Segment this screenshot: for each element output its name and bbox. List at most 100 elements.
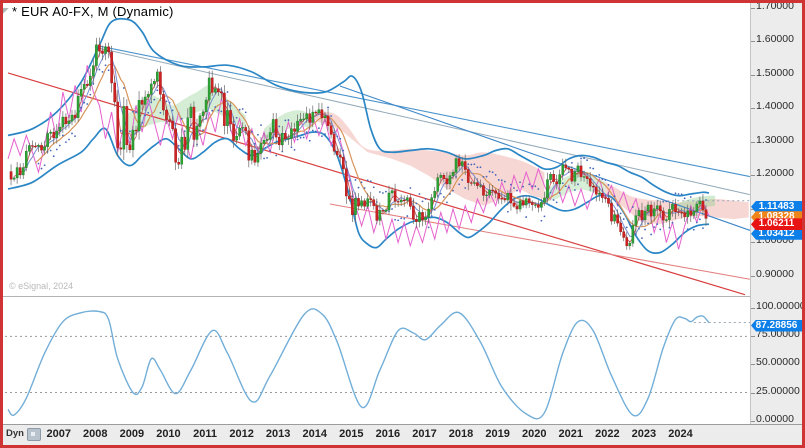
candle-body (156, 71, 159, 82)
sar-dot (628, 223, 631, 226)
year-label-2015[interactable]: 2015 (339, 428, 364, 440)
candle-body (573, 171, 577, 182)
sar-dot (622, 218, 625, 220)
sar-dot (555, 201, 558, 204)
sar-dot (360, 181, 363, 184)
sar-dot (354, 179, 357, 181)
time-axis[interactable]: Dyn 2007 2008 2009 2010 2011 2012 2013 2014 2015… (3, 425, 802, 445)
candle-body (341, 156, 345, 170)
candle-body (232, 123, 235, 141)
candle-body (159, 71, 162, 95)
year-label-2016[interactable]: 2016 (375, 428, 401, 440)
price-axis[interactable]: 1.70000 1.60000 1.50000 1.40000 1.30000 1.200… (751, 0, 805, 425)
lower-trend-line[interactable] (329, 203, 750, 280)
candle-body (640, 210, 644, 220)
panel-divider (3, 296, 751, 297)
year-label-2017[interactable]: 2017 (412, 428, 437, 440)
sar-dot (324, 133, 326, 136)
candle-body (268, 132, 272, 140)
year-label-2020[interactable]: 2020 (521, 428, 547, 440)
year-label-2014[interactable]: 2014 (302, 428, 327, 440)
fan-line-2[interactable] (97, 47, 750, 196)
year-label-2011[interactable]: 2011 (193, 428, 217, 440)
year-label-2019[interactable]: 2019 (485, 428, 510, 440)
year-label-2021[interactable]: 2021 (558, 428, 584, 440)
candle-body (619, 222, 622, 232)
candle-body (207, 77, 211, 101)
sar-dot (104, 64, 107, 67)
candle-body (274, 119, 278, 138)
price-label-1.40000-tick (751, 108, 755, 110)
sar-dot (83, 101, 86, 104)
year-label-2022[interactable]: 2022 (595, 428, 620, 440)
sar-dot (40, 167, 43, 170)
candle-body (223, 92, 226, 126)
sar-dot (488, 170, 491, 173)
year-label-2010[interactable]: 2010 (156, 428, 181, 440)
candle-body (418, 212, 421, 222)
candle-body (70, 114, 74, 122)
sar-dot (327, 106, 329, 109)
sar-dot (378, 191, 381, 193)
candle-body (284, 132, 287, 140)
sar-dot (330, 115, 332, 117)
candle-body (555, 181, 558, 185)
candle-body (372, 199, 376, 206)
candle-body (625, 237, 629, 247)
year-label-2012[interactable]: 2012 (229, 428, 254, 440)
candle-body (34, 145, 37, 148)
candle-body (549, 174, 552, 180)
oscillator-canvas[interactable] (0, 297, 751, 424)
padlock-icon[interactable] (27, 428, 41, 441)
downtrend-line[interactable] (7, 72, 746, 296)
candle-body (412, 206, 415, 220)
sar-dot (150, 101, 153, 104)
sar-dot (598, 174, 601, 176)
sar-dot (199, 133, 201, 136)
fan-line-1[interactable] (97, 45, 750, 178)
price-label-1.70000: 1.70000 (756, 0, 794, 13)
year-label-2024[interactable]: 2024 (668, 428, 693, 440)
year-label-2023[interactable]: 2023 (631, 428, 657, 440)
year-label-2013[interactable]: 2013 (265, 428, 291, 440)
candle-body (607, 198, 610, 204)
sar-dot (269, 149, 272, 152)
candle-body (506, 193, 510, 201)
candle-body (585, 176, 589, 179)
sar-dot (37, 162, 40, 165)
candle-body (52, 131, 56, 138)
candle-body (131, 129, 135, 151)
candle-body (302, 118, 305, 121)
candle-body (259, 143, 263, 154)
sar-dot (561, 182, 564, 185)
year-label-2007[interactable]: 2007 (46, 428, 71, 440)
candle-body (387, 192, 391, 211)
year-label-2018[interactable]: 2018 (448, 428, 474, 440)
osc-label-100.00000-tick (751, 308, 755, 310)
sar-dot (513, 187, 515, 189)
price-chart-canvas[interactable] (0, 0, 751, 297)
candle-body (537, 204, 540, 208)
candle-body (37, 144, 40, 147)
sar-dot (220, 110, 223, 113)
candle-body (168, 119, 171, 122)
channel-line[interactable] (339, 85, 751, 239)
sar-dot (558, 192, 561, 194)
sar-dot (238, 108, 241, 111)
price-flag-1.06211: 1.06211 (751, 218, 802, 231)
candle-body (305, 113, 309, 120)
dyn-button[interactable]: Dyn (6, 428, 24, 439)
sar-dot (43, 164, 46, 167)
year-label-2008[interactable]: 2008 (83, 428, 108, 440)
year-label-2009[interactable]: 2009 (119, 428, 145, 440)
chart-title: * EUR A0-FX, M (Dynamic) (12, 4, 174, 19)
candle-body (674, 204, 677, 212)
candle-body (591, 186, 595, 188)
sar-dot (570, 161, 573, 164)
candle-body (180, 136, 184, 165)
sar-dot (519, 181, 521, 184)
candle-body (110, 51, 113, 84)
sar-dot (171, 109, 174, 112)
sar-dot (674, 192, 677, 195)
candle-body (671, 204, 674, 210)
